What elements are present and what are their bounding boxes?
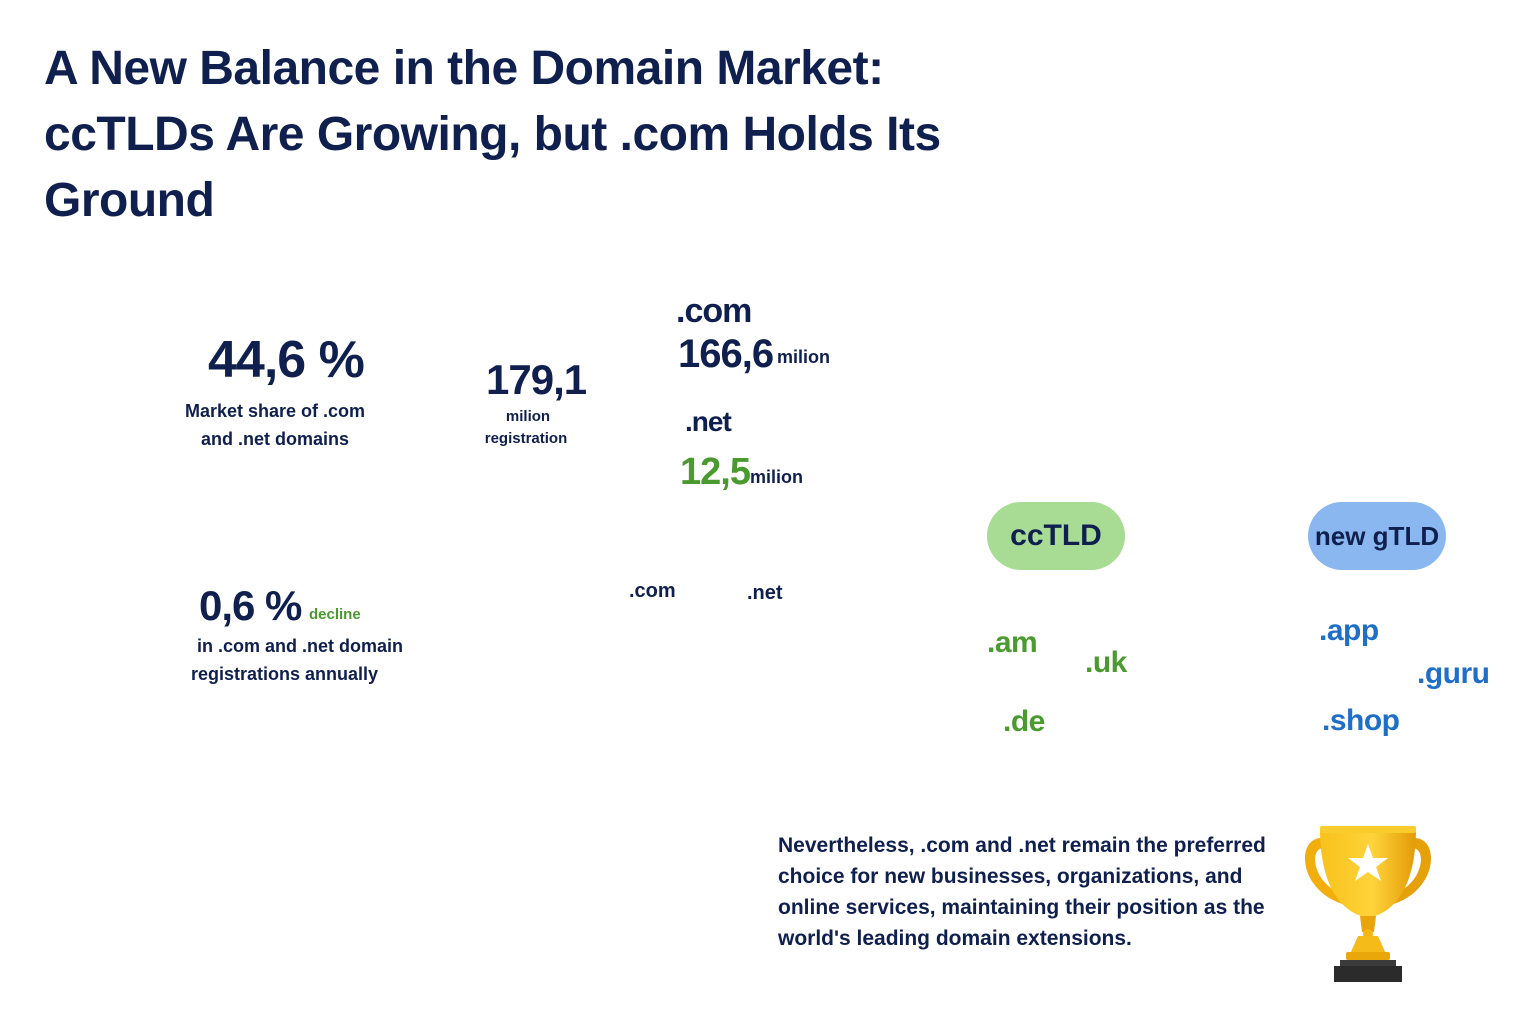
market-share-label-1: Market share of .com bbox=[184, 401, 366, 421]
com-value: 166,6 bbox=[678, 332, 774, 376]
decline-value: 0,6 % bbox=[199, 582, 302, 629]
newgtld-item-app: .app bbox=[1319, 614, 1379, 647]
total-label: registration bbox=[484, 430, 568, 447]
total-value: 179,1 bbox=[486, 356, 587, 403]
cctld-item-am: .am bbox=[987, 626, 1038, 659]
cctld-item-de: .de bbox=[1003, 705, 1045, 738]
small-com-label: .com bbox=[629, 580, 676, 602]
market-share-label-2: and .net domains bbox=[200, 429, 350, 449]
newgtld-item-shop: .shop bbox=[1322, 704, 1400, 737]
decline-tag: decline bbox=[309, 606, 361, 623]
small-net-label: .net bbox=[747, 582, 783, 604]
market-share-value: 44,6 % bbox=[208, 331, 365, 389]
trophy-icon bbox=[1304, 826, 1432, 982]
newgtld-pill: new gTLD bbox=[1308, 502, 1446, 570]
decline-label-2: registrations annually bbox=[191, 664, 379, 684]
cctld-item-uk: .uk bbox=[1085, 646, 1127, 679]
net-name: .net bbox=[685, 406, 732, 437]
net-unit: milion bbox=[750, 467, 803, 487]
page-title: A New Balance in the Domain Market: ccTL… bbox=[44, 42, 941, 227]
decline-label-1: in .com and .net domain bbox=[197, 636, 404, 656]
cctld-pill: ccTLD bbox=[987, 502, 1125, 570]
com-name: .com bbox=[676, 292, 752, 330]
com-unit: milion bbox=[777, 347, 830, 367]
closing-note: Nevertheless, .com and .net remain the p… bbox=[778, 834, 1266, 950]
newgtld-item-guru: .guru bbox=[1417, 657, 1490, 690]
total-unit: milion bbox=[505, 408, 551, 425]
net-value: 12,5 bbox=[680, 451, 751, 493]
